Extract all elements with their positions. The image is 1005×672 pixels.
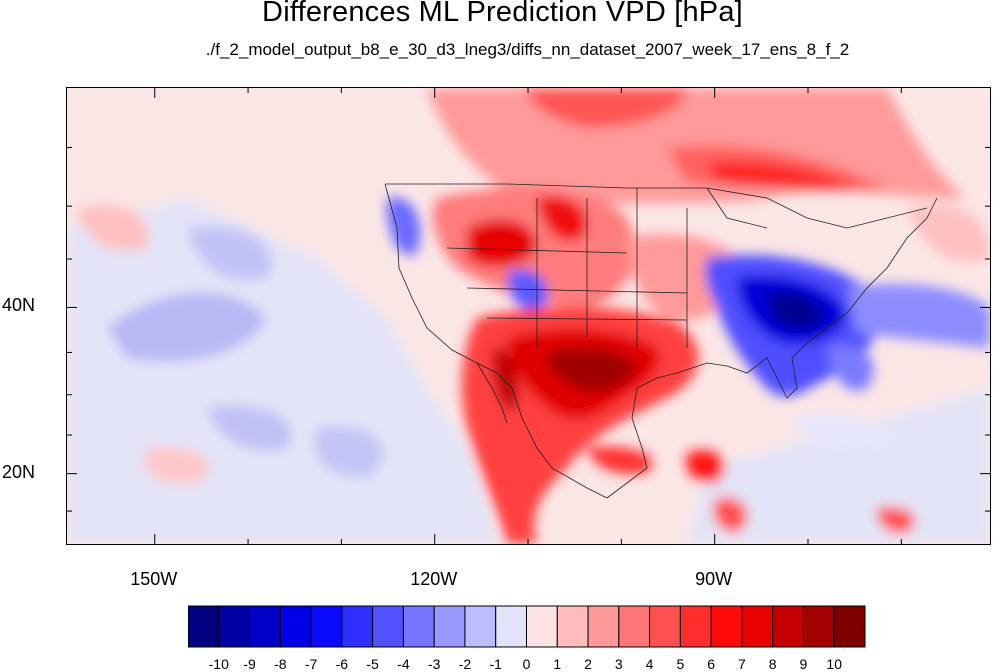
colorbar-swatch: [249, 605, 281, 648]
colorbar-label: 6: [707, 656, 716, 672]
colorbar-swatch: [833, 605, 866, 648]
colorbar-swatch: [802, 605, 835, 648]
colorbar-swatch: [495, 605, 528, 648]
map-plot-area: [66, 87, 991, 545]
colorbar-label: 4: [645, 656, 654, 672]
colorbar-swatch: [341, 605, 374, 648]
colorbar-swatch: [587, 605, 620, 648]
colorbar-label: 9: [799, 656, 808, 672]
colorbar-swatch: [649, 605, 681, 648]
y-tick-label: 40N: [2, 295, 36, 316]
colorbar-swatch: [618, 605, 651, 648]
coastlines-borders: [384, 183, 938, 499]
colorbar-label: 5: [676, 656, 685, 672]
colorbar-swatch: [710, 605, 743, 648]
x-tick-label: 120W: [410, 569, 458, 589]
colorbar-swatch: [433, 605, 466, 648]
colorbar-label: -9: [243, 656, 256, 672]
vpd-difference-field: [67, 88, 990, 544]
colorbar-swatch: [741, 605, 774, 648]
colorbar-swatch: [464, 605, 497, 648]
colorbar-label: 2: [584, 656, 592, 672]
chart-subtitle: ./f_2_model_output_b8_e_30_d3_lneg3/diff…: [205, 40, 850, 59]
tick-marks: [67, 88, 990, 544]
x-tick-label: 90W: [695, 569, 733, 589]
y-tick-label: 20N: [2, 461, 36, 482]
colorbar-label: 7: [738, 656, 746, 672]
colorbar-swatch: [556, 605, 589, 648]
colorbar-swatch: [679, 605, 712, 648]
colorbar-swatch: [372, 605, 404, 648]
colorbar-label: 0: [522, 656, 531, 672]
colorbar-swatch: [310, 605, 343, 648]
colorbar: [188, 605, 866, 648]
colorbar-label: -2: [458, 656, 472, 672]
x-tick-label: 150W: [130, 569, 178, 589]
colorbar-label: -1: [489, 656, 502, 672]
colorbar-swatch: [188, 605, 220, 648]
colorbar-swatch: [526, 605, 558, 648]
colorbar-label: -6: [335, 656, 349, 672]
colorbar-label: 8: [768, 656, 777, 672]
colorbar-label: -4: [397, 656, 410, 672]
colorbar-swatch: [772, 605, 804, 648]
colorbar-label: 1: [553, 656, 562, 672]
colorbar-label: -10: [208, 656, 229, 672]
colorbar-label: 3: [614, 656, 623, 672]
chart-title: Differences ML Prediction VPD [hPa]: [262, 0, 743, 28]
colorbar-label: -5: [366, 656, 379, 672]
colorbar-swatch: [402, 605, 435, 648]
colorbar-label: 10: [826, 656, 843, 672]
colorbar-label: -3: [427, 656, 441, 672]
colorbar-swatch: [218, 605, 251, 648]
colorbar-label: -8: [274, 656, 287, 672]
field-blobs: [67, 88, 990, 544]
colorbar-label: -7: [304, 656, 318, 672]
colorbar-swatch: [279, 605, 312, 648]
